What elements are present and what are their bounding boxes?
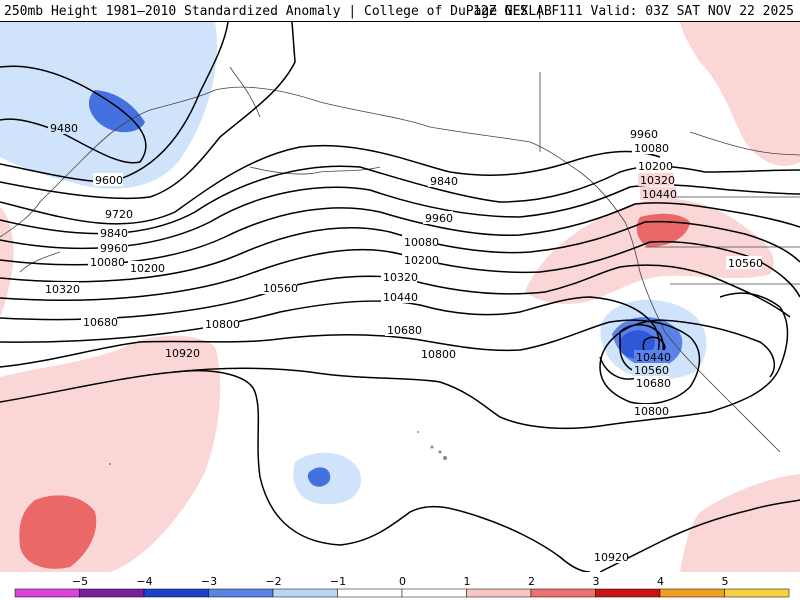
contour-label: 9600 xyxy=(95,174,123,187)
color-scale-swatch xyxy=(143,588,209,598)
contour-label: 10680 xyxy=(636,377,671,390)
contour-label: 10200 xyxy=(130,262,165,275)
color-scale-tick-label: 4 xyxy=(657,575,664,588)
height-contours xyxy=(0,22,800,572)
anomaly-map: 9480 9600 9720 9840 9840 9960 9960 9960 … xyxy=(0,22,800,572)
contour-label: 10080 xyxy=(634,142,669,155)
contour-label: 10440 xyxy=(383,291,418,304)
contour-label: 9960 xyxy=(630,128,658,141)
color-scale-swatch xyxy=(466,588,532,598)
color-scale-tick-label: 0 xyxy=(399,575,406,588)
map-header: 250mb Height 1981–2010 Standardized Anom… xyxy=(0,0,800,22)
map-title: 250mb Height 1981–2010 Standardized Anom… xyxy=(4,4,552,19)
color-scale-swatch xyxy=(659,588,725,598)
contour-label: 10800 xyxy=(421,348,456,361)
color-scale-swatch xyxy=(724,588,790,598)
contour-labels: 9480 9600 9720 9840 9840 9960 9960 9960 … xyxy=(43,121,763,564)
islands xyxy=(109,431,447,465)
color-scale-tick-label: −3 xyxy=(201,575,217,588)
contour-label: 10560 xyxy=(728,257,763,270)
color-scale-swatches xyxy=(14,588,790,598)
contour-label: 10440 xyxy=(642,188,677,201)
contour-label: 10440 xyxy=(636,351,671,364)
contour-label: 10800 xyxy=(634,405,669,418)
color-scale-swatch xyxy=(208,588,274,598)
color-scale-swatch xyxy=(272,588,338,598)
contour-label: 10800 xyxy=(205,318,240,331)
color-scale-tick-label: −1 xyxy=(330,575,346,588)
contour-label: 9840 xyxy=(100,227,128,240)
contour-label: 10560 xyxy=(263,282,298,295)
contour-label: 10200 xyxy=(638,160,673,173)
color-scale-swatch xyxy=(595,588,661,598)
run-info: 12Z GFS | F111 Valid: 03Z SAT NOV 22 202… xyxy=(473,4,794,19)
color-scale-tick-label: 3 xyxy=(593,575,600,588)
contour-label: 10080 xyxy=(90,256,125,269)
color-scale-tick-label: 5 xyxy=(722,575,729,588)
contour-label: 9960 xyxy=(100,242,128,255)
color-scale-tick-label: 1 xyxy=(464,575,471,588)
contour-label: 10320 xyxy=(383,271,418,284)
anomaly-shading xyxy=(0,22,800,572)
color-scale-tick-label: −5 xyxy=(72,575,88,588)
contour-label: 9480 xyxy=(50,122,78,135)
color-scale-tick-label: 2 xyxy=(528,575,535,588)
contour-label: 10200 xyxy=(404,254,439,267)
color-scale-swatch xyxy=(530,588,596,598)
contour-label: 10680 xyxy=(387,324,422,337)
contour-label: 10320 xyxy=(640,174,675,187)
contour-label: 9840 xyxy=(430,175,458,188)
contour-label: 10560 xyxy=(634,364,669,377)
color-scale-swatch xyxy=(401,588,467,598)
color-scale-tick-label: −2 xyxy=(265,575,281,588)
color-scale-swatch xyxy=(79,588,145,598)
color-scale-swatch xyxy=(337,588,403,598)
contour-label: 10920 xyxy=(594,551,629,564)
color-scale-swatch xyxy=(14,588,80,598)
color-scale-tick-label: −4 xyxy=(136,575,152,588)
contour-label: 10320 xyxy=(45,283,80,296)
color-scale-bar: −5 −4 −3 −2 −1 0 1 2 3 4 5 xyxy=(14,575,790,598)
contour-label: 9720 xyxy=(105,208,133,221)
contour-label: 10680 xyxy=(83,316,118,329)
contour-label: 10920 xyxy=(165,347,200,360)
contour-label: 10080 xyxy=(404,236,439,249)
coastlines xyxy=(0,66,800,453)
color-scale-ticks: −5 −4 −3 −2 −1 0 1 2 3 4 5 xyxy=(72,575,729,588)
contour-label: 9960 xyxy=(425,212,453,225)
